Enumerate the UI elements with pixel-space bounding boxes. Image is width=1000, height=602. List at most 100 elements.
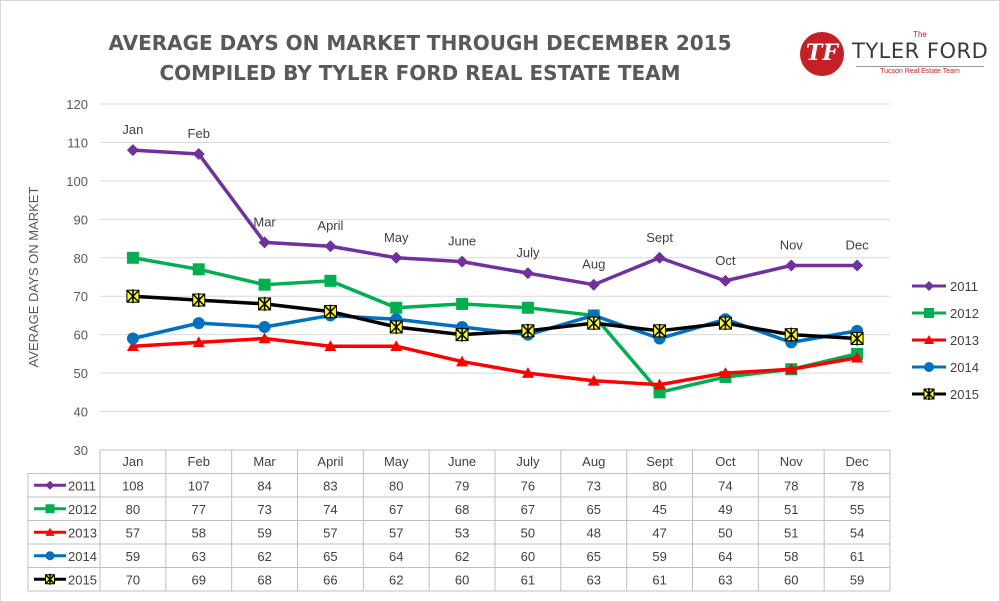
month-annotation: Jan xyxy=(122,122,143,137)
table-cell: 62 xyxy=(455,549,469,564)
month-annotation: Oct xyxy=(715,253,736,268)
month-annotation: June xyxy=(448,234,476,249)
table-cell: 57 xyxy=(323,525,337,540)
table-header-cell: July xyxy=(516,454,540,469)
y-tick-label: 70 xyxy=(74,289,88,304)
data-point-2011 xyxy=(192,147,205,160)
table-cell: 62 xyxy=(257,549,271,564)
month-annotation: Sept xyxy=(646,230,673,245)
y-tick-label: 90 xyxy=(74,212,88,227)
table-cell: 50 xyxy=(718,525,732,540)
legend-marker xyxy=(924,308,934,318)
month-annotation: April xyxy=(317,218,343,233)
tyler-ford-logo: TF The TYLER FORD Tucson Real Estate Tea… xyxy=(800,30,990,80)
table-cell: 60 xyxy=(455,572,469,587)
table-series-name: 2015 xyxy=(68,572,97,587)
month-annotation: Feb xyxy=(188,126,210,141)
month-annotation: July xyxy=(516,245,540,260)
series-line-2015 xyxy=(132,294,858,341)
data-point-2012 xyxy=(126,251,139,264)
data-point-2015-cross xyxy=(587,316,601,331)
data-point-2011 xyxy=(587,278,600,291)
table-cell: 49 xyxy=(718,502,732,517)
data-point-2012 xyxy=(521,301,534,314)
data-point-2011 xyxy=(653,251,666,264)
legend-marker-cross xyxy=(923,388,935,400)
logo-name: TYLER FORD xyxy=(852,39,989,63)
table-header-cell: Feb xyxy=(188,454,210,469)
data-point-2013 xyxy=(653,378,666,390)
y-tick-label: 60 xyxy=(74,328,88,343)
data-point-2015-cross xyxy=(718,316,732,331)
series-line-2014 xyxy=(132,313,858,345)
table-cell: 68 xyxy=(257,572,271,587)
data-point-2011 xyxy=(851,259,864,272)
table-cell: 78 xyxy=(850,478,864,493)
table-series-name: 2014 xyxy=(68,549,97,564)
data-point-2012 xyxy=(456,297,469,310)
data-point-2011 xyxy=(126,144,139,157)
month-annotation: Mar xyxy=(253,214,276,229)
table-cell: 108 xyxy=(122,478,144,493)
legend-marker xyxy=(924,335,934,344)
data-point-2012 xyxy=(390,301,403,314)
table-cell: 69 xyxy=(192,572,206,587)
data-point-2013 xyxy=(126,340,139,351)
table-cell: 61 xyxy=(652,572,666,587)
data-point-2015-cross xyxy=(784,327,798,342)
table-cell: 61 xyxy=(850,549,864,564)
logo-badge xyxy=(800,32,844,76)
table-header-cell: Dec xyxy=(846,454,870,469)
table-cell: 55 xyxy=(850,502,864,517)
table-series-name: 2013 xyxy=(68,525,97,540)
y-tick-label: 80 xyxy=(74,251,88,266)
month-annotation: May xyxy=(384,230,409,245)
table-header-cell: Nov xyxy=(780,454,804,469)
table-cell: 63 xyxy=(587,572,601,587)
table-cell: 57 xyxy=(126,525,140,540)
table-legend-marker xyxy=(45,480,55,490)
table-header-cell: April xyxy=(317,454,343,469)
table-cell: 62 xyxy=(389,572,403,587)
table-cell: 59 xyxy=(126,549,140,564)
table-header-cell: Sept xyxy=(646,454,673,469)
table-cell: 45 xyxy=(652,502,666,517)
table-header-cell: May xyxy=(384,454,409,469)
data-point-2015-cross xyxy=(521,323,535,338)
data-point-2013 xyxy=(851,351,864,363)
series-line-2012 xyxy=(132,256,858,395)
table-header-cell: Oct xyxy=(715,454,736,469)
data-point-2011 xyxy=(521,267,534,280)
legend-marker xyxy=(924,281,934,291)
table-header-cell: Aug xyxy=(582,454,605,469)
data-point-2013 xyxy=(587,374,600,386)
data-point-2014 xyxy=(126,332,139,345)
table-cell: 66 xyxy=(323,572,337,587)
data-point-2015-cross xyxy=(323,304,337,319)
y-tick-label: 30 xyxy=(74,443,88,458)
table-header-cell: Jan xyxy=(122,454,143,469)
table-cell: 73 xyxy=(587,478,601,493)
table-cell: 80 xyxy=(126,502,140,517)
legend-label: 2015 xyxy=(950,387,979,402)
table-cell: 74 xyxy=(323,502,337,517)
table-cell: 51 xyxy=(784,502,798,517)
table-cell: 60 xyxy=(521,549,535,564)
table-legend-marker xyxy=(45,504,55,514)
chart-subtitle: COMPILED BY TYLER FORD REAL ESTATE TEAM xyxy=(159,61,681,85)
y-tick-label: 120 xyxy=(66,97,88,112)
table-cell: 77 xyxy=(192,502,206,517)
data-point-2013 xyxy=(258,332,271,344)
data-point-2011 xyxy=(324,240,337,253)
table-cell: 68 xyxy=(455,502,469,517)
data-point-2015-cross xyxy=(258,296,272,311)
table-cell: 84 xyxy=(257,478,271,493)
table-cell: 107 xyxy=(188,478,210,493)
table-cell: 70 xyxy=(126,572,140,587)
data-point-2012 xyxy=(258,278,271,291)
data-point-2013 xyxy=(456,355,469,367)
logo-the-text: The xyxy=(913,30,927,39)
table-cell: 54 xyxy=(850,525,864,540)
table-cell: 59 xyxy=(257,525,271,540)
